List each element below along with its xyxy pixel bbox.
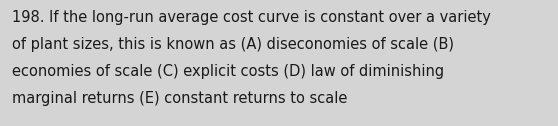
Text: economies of scale (C) explicit costs (D) law of diminishing: economies of scale (C) explicit costs (D… — [12, 64, 444, 79]
Text: 198. If the long-run average cost curve is constant over a variety: 198. If the long-run average cost curve … — [12, 10, 491, 25]
Text: marginal returns (E) constant returns to scale: marginal returns (E) constant returns to… — [12, 91, 348, 106]
Text: of plant sizes, this is known as (A) diseconomies of scale (B): of plant sizes, this is known as (A) dis… — [12, 37, 454, 52]
